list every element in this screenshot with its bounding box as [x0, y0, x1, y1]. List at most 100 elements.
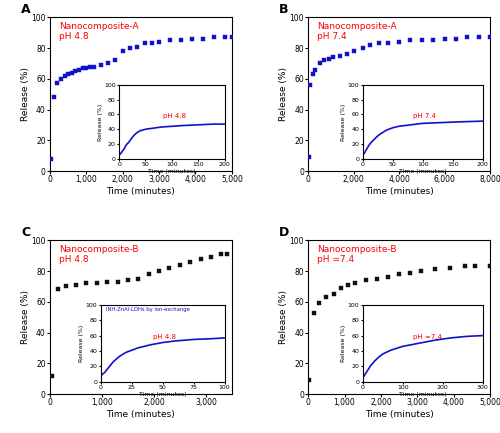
Point — [350, 48, 358, 55]
Point — [344, 281, 352, 288]
Point — [48, 372, 56, 379]
Point — [176, 262, 184, 268]
Point — [134, 43, 141, 50]
Point — [305, 154, 313, 161]
Point — [47, 155, 55, 162]
Point — [374, 40, 382, 47]
Point — [62, 283, 70, 290]
Point — [144, 271, 152, 278]
Point — [322, 294, 330, 301]
Point — [112, 57, 120, 64]
Point — [460, 263, 468, 270]
Point — [220, 34, 228, 41]
Point — [472, 263, 480, 270]
X-axis label: Time (minutes): Time (minutes) — [106, 410, 176, 419]
Point — [452, 36, 460, 42]
Point — [72, 281, 80, 288]
Point — [140, 40, 148, 47]
Point — [336, 52, 344, 59]
Point — [198, 36, 206, 42]
Point — [124, 277, 132, 284]
Point — [384, 274, 392, 281]
Point — [306, 377, 314, 384]
Point — [177, 37, 185, 44]
Point — [210, 34, 218, 41]
Point — [93, 280, 101, 287]
X-axis label: Time (minutes): Time (minutes) — [364, 187, 434, 196]
Point — [54, 80, 62, 87]
Point — [320, 57, 328, 64]
Point — [126, 45, 134, 52]
Point — [311, 66, 319, 73]
Point — [104, 60, 112, 67]
Text: A: A — [21, 3, 30, 16]
X-axis label: Time (minutes): Time (minutes) — [106, 187, 176, 196]
Y-axis label: Release (%): Release (%) — [21, 290, 30, 344]
Point — [352, 280, 360, 287]
Text: Nanocomposite-A
pH 7.4: Nanocomposite-A pH 7.4 — [318, 22, 397, 41]
Point — [310, 309, 318, 316]
X-axis label: Time (minutes): Time (minutes) — [364, 410, 434, 419]
Point — [196, 255, 204, 262]
Point — [60, 72, 68, 79]
Text: Nanocomposite-A
pH 4.8: Nanocomposite-A pH 4.8 — [59, 22, 138, 41]
Text: Nanocomposite-B
pH =7.4: Nanocomposite-B pH =7.4 — [318, 245, 397, 264]
Point — [362, 277, 370, 284]
Point — [54, 286, 62, 293]
Point — [337, 284, 345, 291]
Point — [486, 34, 494, 41]
Point — [440, 36, 448, 42]
Point — [432, 266, 440, 273]
Point — [446, 265, 454, 271]
Text: B: B — [279, 3, 288, 16]
Point — [134, 275, 142, 282]
Point — [324, 55, 332, 62]
Point — [474, 34, 482, 41]
Point — [207, 254, 215, 261]
Point — [188, 36, 196, 42]
Point — [155, 39, 163, 45]
Point — [103, 278, 111, 285]
Point — [155, 268, 163, 275]
Point — [97, 61, 105, 68]
Point — [374, 275, 382, 282]
Point — [315, 300, 323, 307]
Point — [343, 51, 351, 58]
Point — [329, 54, 337, 61]
Point — [78, 65, 86, 71]
Point — [358, 45, 366, 52]
Point — [464, 34, 471, 41]
Point — [395, 39, 403, 45]
Point — [384, 40, 392, 47]
Point — [186, 259, 194, 265]
Point — [118, 48, 126, 55]
Y-axis label: Release (%): Release (%) — [279, 290, 288, 344]
Y-axis label: Release (%): Release (%) — [21, 67, 30, 121]
Point — [406, 37, 414, 44]
Point — [82, 280, 90, 287]
Point — [57, 75, 65, 82]
Point — [166, 265, 173, 271]
Point — [316, 60, 324, 67]
Text: Nanocomposite-B
pH 4.8: Nanocomposite-B pH 4.8 — [59, 245, 138, 264]
Point — [418, 37, 426, 44]
Point — [330, 291, 338, 297]
Point — [82, 65, 90, 71]
Point — [306, 81, 314, 88]
Point — [50, 94, 58, 101]
Point — [486, 263, 494, 270]
Y-axis label: Release (%): Release (%) — [279, 67, 288, 121]
Point — [72, 68, 80, 74]
Point — [228, 34, 236, 41]
Point — [75, 66, 83, 73]
Point — [395, 271, 403, 278]
Point — [148, 40, 156, 47]
Text: C: C — [21, 226, 30, 239]
Point — [64, 71, 72, 78]
Point — [429, 37, 437, 44]
Text: D: D — [279, 226, 289, 239]
Point — [366, 42, 374, 48]
Point — [86, 63, 94, 70]
Point — [90, 63, 98, 70]
Point — [222, 251, 230, 258]
